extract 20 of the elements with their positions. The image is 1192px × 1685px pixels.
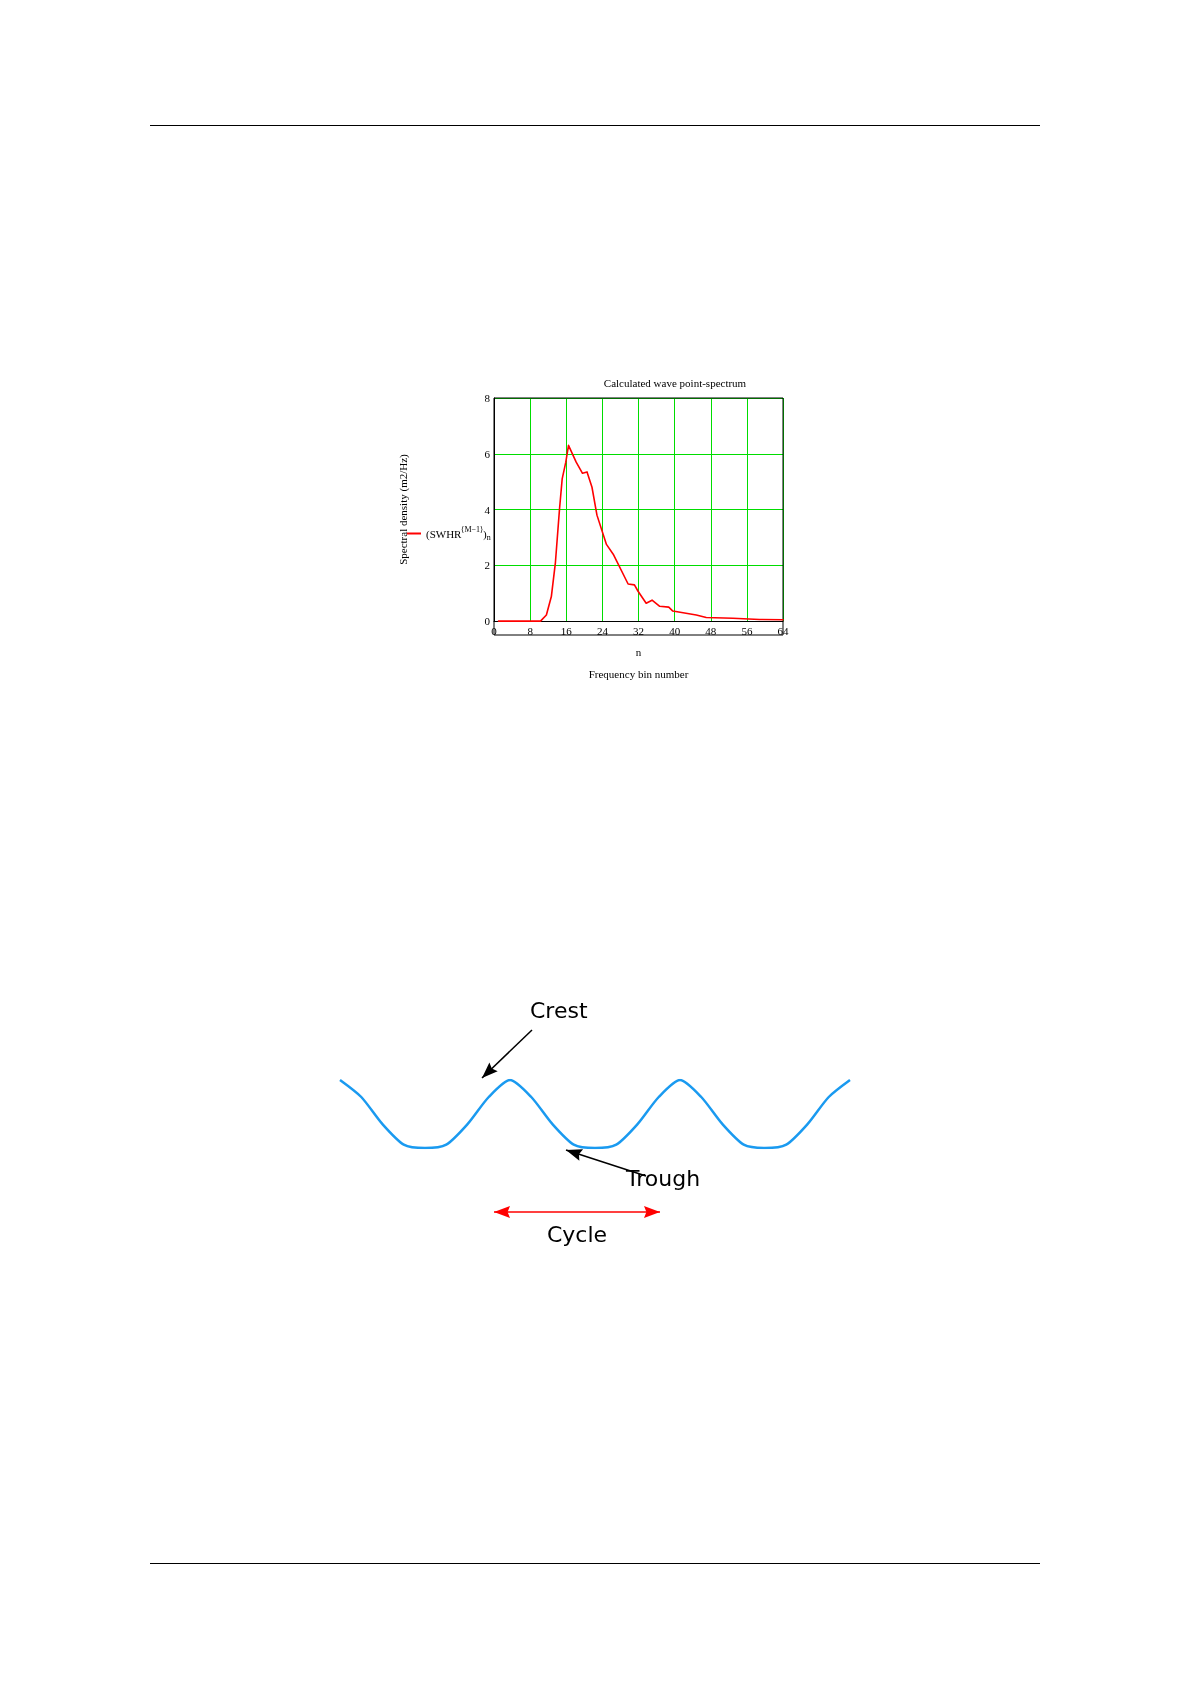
x-tick-label: 64 [777, 624, 789, 637]
text: Crest [530, 998, 588, 1023]
x-tick-label: 48 [705, 624, 717, 637]
line-series [497, 444, 784, 622]
y-tick-label: 4 [484, 503, 491, 516]
x-axis-title: n Frequency bin number [588, 646, 689, 680]
chart-title: Calculated wave point-spectrum [603, 376, 747, 389]
x-tick-label: 32 [633, 624, 644, 637]
x-tick-label: 40 [669, 624, 681, 637]
x-tick-label: 56 [741, 624, 753, 637]
y-tick-label: 8 [484, 392, 491, 404]
text: Trough [625, 1166, 701, 1191]
x-tick-label: 24 [596, 624, 609, 637]
x-tick-label: 16 [560, 624, 573, 637]
y-tick-label: 6 [484, 447, 491, 460]
text: Cycle [546, 1222, 608, 1247]
y-axis-title: Spectral density (m2/Hz) [396, 453, 410, 565]
y-tick-label: 2 [484, 559, 490, 572]
y-tick-label: 0 [484, 615, 491, 628]
x-tick-label: 8 [527, 624, 534, 637]
